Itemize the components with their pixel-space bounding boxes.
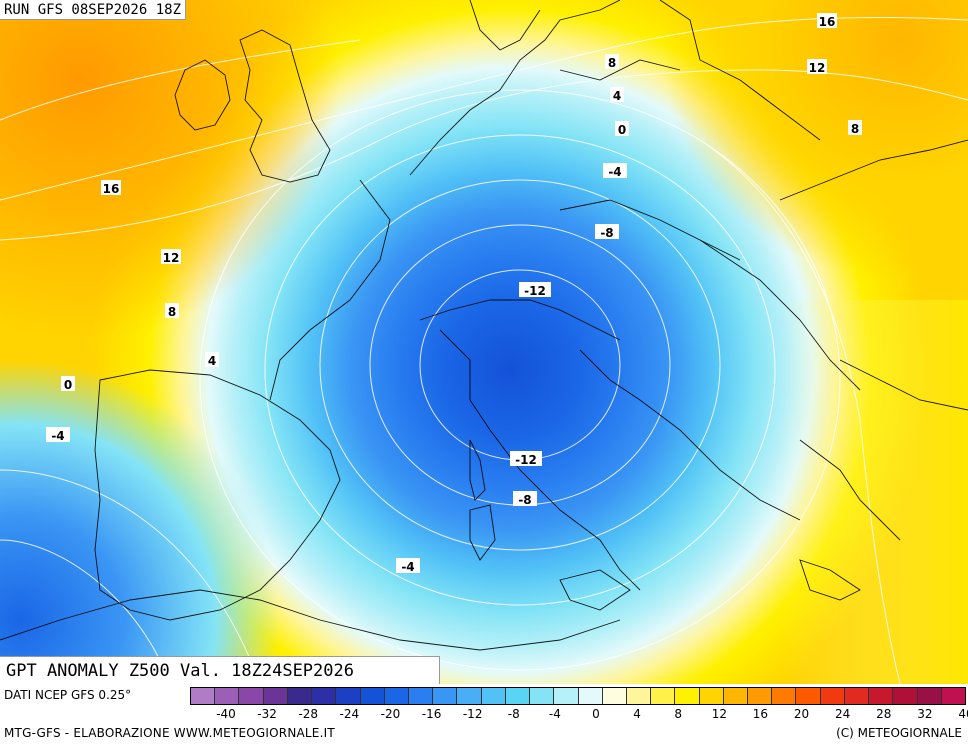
contour-labels: 16 12 8 8 4 0 -4 -8 -12 16 12 8 4 0 -4 -… (46, 13, 862, 574)
color-scale-swatch (893, 688, 918, 704)
color-scale-tick: 12 (711, 707, 727, 721)
credits: MTG-GFS - ELABORAZIONE WWW.METEOGIORNALE… (4, 726, 335, 740)
color-scale-swatch (384, 688, 409, 704)
color-scale-tick: -32 (257, 707, 277, 721)
color-scale-tick: 20 (793, 707, 810, 721)
color-scale-tick: -40 (216, 707, 236, 721)
legend-footer: DATI NCEP GFS 0.25° -40 -32 -28 -24 -20 -16 -1… (0, 684, 968, 745)
contour-label: 16 (819, 15, 836, 29)
color-scale-tick: 4 (633, 707, 641, 721)
color-scale-swatch (869, 688, 894, 704)
color-scale-tick: -12 (462, 707, 483, 721)
contour-label: 12 (163, 251, 180, 265)
contour-label: 12 (809, 61, 826, 75)
contour-label: 8 (851, 122, 859, 136)
color-scale-swatch (723, 688, 749, 704)
copyright: (C) METEOGIORNALE (836, 726, 962, 740)
color-scale-tick: 28 (876, 707, 892, 721)
contour-label: -4 (608, 165, 621, 179)
color-scale-swatch (820, 688, 845, 704)
data-source: DATI NCEP GFS 0.25° (4, 688, 132, 702)
color-scale-swatch (578, 688, 603, 704)
color-scale-swatch (796, 688, 821, 704)
color-scale-swatch (433, 688, 458, 704)
color-scale-swatch (844, 688, 870, 704)
color-scale-tick: -20 (380, 707, 401, 721)
color-scale-swatch (215, 688, 240, 704)
contour-label: 8 (608, 56, 616, 70)
run-label: RUN GFS 08SEP2026 18Z (0, 0, 187, 20)
color-scale-tick: 32 (917, 707, 933, 721)
color-scale-swatch (651, 688, 676, 704)
color-scale-swatch (191, 688, 216, 704)
color-scale-swatch (239, 688, 264, 704)
color-scale-swatch (530, 688, 555, 704)
color-scale-tick: -8 (507, 707, 520, 721)
contour-label: 16 (103, 182, 120, 196)
color-scale-swatch (312, 688, 337, 704)
contour-label: -8 (600, 226, 613, 240)
contour-label: 0 (64, 378, 72, 392)
color-scale-swatch (481, 688, 506, 704)
color-scale-tick: 40 (958, 707, 968, 721)
color-scale-swatch (699, 688, 724, 704)
contour-label: 0 (618, 123, 626, 137)
color-scale-swatch (748, 688, 773, 704)
color-scale-tick: -28 (298, 707, 319, 721)
color-scale-swatch (457, 688, 482, 704)
color-scale-tick: 8 (674, 707, 683, 721)
color-scale-swatch (602, 688, 627, 704)
contour-label: -12 (524, 284, 546, 298)
color-scale-swatch (408, 688, 434, 704)
color-scale-tick: -24 (339, 707, 360, 721)
contour-label: -8 (518, 493, 531, 507)
color-scale-swatch (263, 688, 288, 704)
color-scale-tick: 0 (592, 707, 600, 721)
color-scale-tick: -16 (421, 707, 442, 721)
contour-label: -4 (401, 560, 414, 574)
color-scale-swatch (360, 688, 385, 704)
color-scale-tick: 16 (752, 707, 769, 721)
contour-label: -12 (515, 453, 537, 467)
color-scale-swatch (554, 688, 579, 704)
color-scale-swatch (626, 688, 652, 704)
contour-label: 4 (613, 89, 621, 103)
color-scale-swatch (941, 688, 965, 704)
color-scale-swatch (287, 688, 313, 704)
color-scale-tick: 24 (835, 707, 851, 721)
color-scale-swatch (917, 688, 942, 704)
contour-label: 4 (208, 354, 216, 368)
anomaly-map: 16 12 8 8 4 0 -4 -8 -12 16 12 8 4 0 -4 -… (0, 0, 968, 684)
color-scale-swatch (772, 688, 797, 704)
color-scale (190, 687, 966, 705)
color-scale-swatch (505, 688, 531, 704)
contour-label: 8 (168, 305, 176, 319)
contour-label: -4 (51, 429, 64, 443)
color-scale-tick: -4 (548, 707, 561, 721)
color-scale-ticks: -40 -32 -28 -24 -20 -16 -12 -8 -4 0 4 8 12 16 20 24 28 32… (190, 707, 968, 723)
map-title: GPT ANOMALY Z500 Val. 18Z24SEP2026 (0, 656, 440, 684)
color-scale-swatch (675, 688, 700, 704)
color-scale-swatch (336, 688, 361, 704)
